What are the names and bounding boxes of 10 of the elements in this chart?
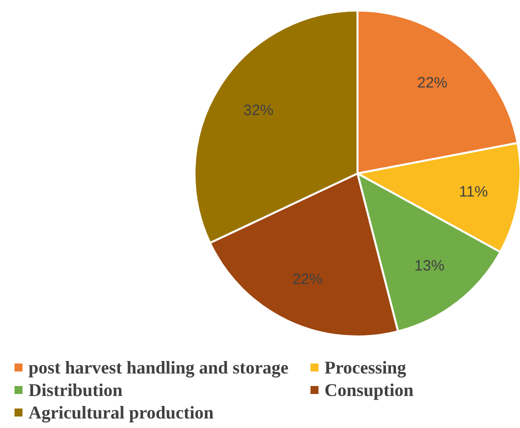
data-label: 11% bbox=[458, 183, 488, 200]
legend-label: Distribution bbox=[28, 380, 123, 400]
data-label: 13% bbox=[414, 258, 444, 275]
data-label: 22% bbox=[292, 271, 323, 288]
data-label: 32% bbox=[243, 102, 274, 120]
legend-label: Agricultural production bbox=[28, 402, 214, 422]
legend-label: Consuption bbox=[324, 380, 414, 400]
legend-label: post harvest handling and storage bbox=[28, 358, 289, 378]
legend-label: Processing bbox=[324, 358, 406, 378]
data-label: 22% bbox=[417, 74, 448, 92]
